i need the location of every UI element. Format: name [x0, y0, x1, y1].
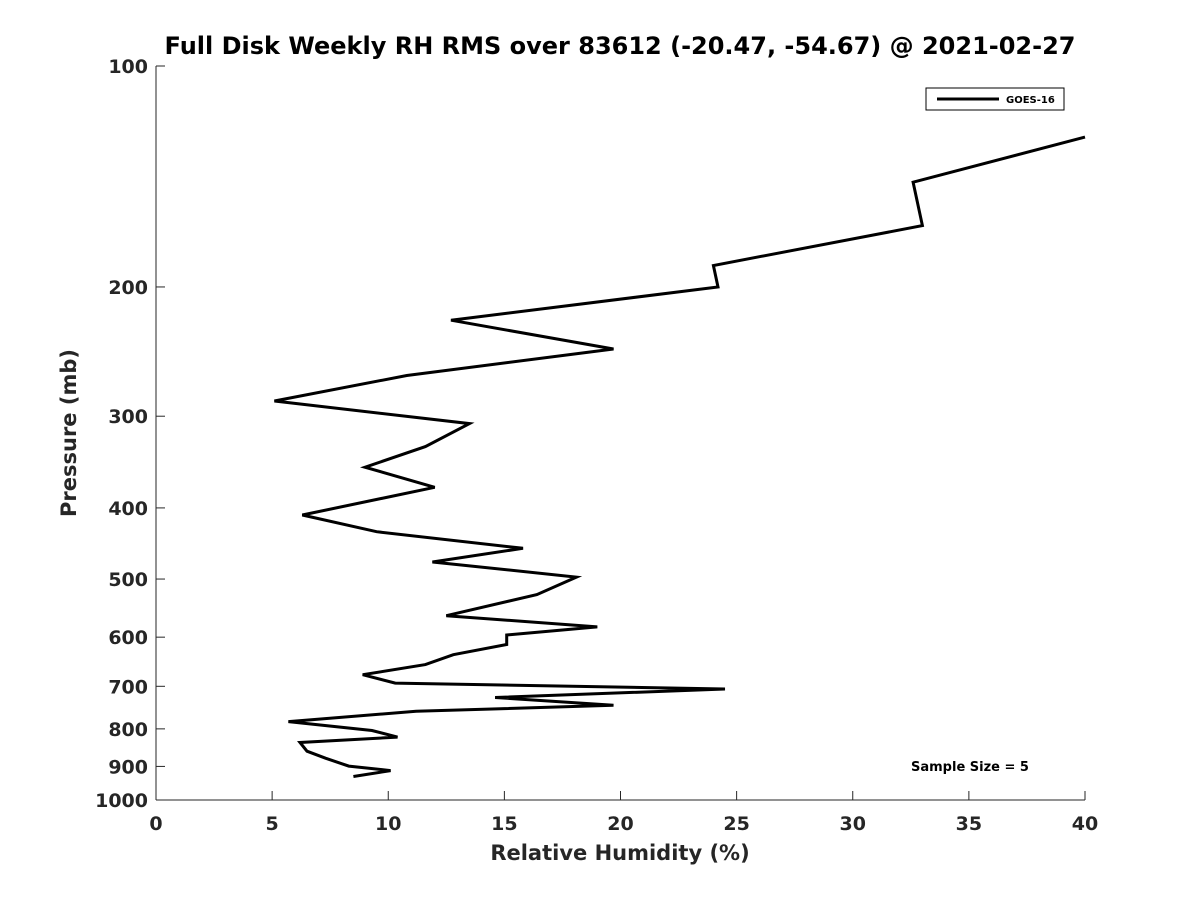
plot-area	[155, 66, 1085, 801]
y-tick-label: 400	[108, 498, 148, 520]
x-tick-label: 10	[375, 813, 401, 835]
x-tick-label: 35	[956, 813, 982, 835]
x-axis-label: Relative Humidity (%)	[490, 841, 749, 865]
legend-entry-goes-16: GOES-16	[1006, 95, 1055, 106]
x-tick-label: 30	[840, 813, 866, 835]
y-axis-label: Pressure (mb)	[57, 349, 81, 517]
y-ticks: 100 200 300 400 500 600 700 800 900 1000	[95, 56, 165, 812]
y-tick-label: 200	[108, 277, 148, 299]
chart-title: Full Disk Weekly RH RMS over 83612 (-20.…	[165, 32, 1076, 60]
y-tick-label: 500	[108, 569, 148, 591]
x-tick-label: 25	[723, 813, 749, 835]
y-tick-label: 300	[108, 406, 148, 428]
x-tick-label: 15	[491, 813, 517, 835]
y-tick-label: 800	[108, 719, 148, 741]
x-tick-label: 0	[149, 813, 162, 835]
series-line-goes-16	[274, 135, 1086, 778]
y-tick-label: 900	[108, 756, 148, 778]
legend: GOES-16	[925, 87, 1065, 111]
y-tick-label: 600	[108, 627, 148, 649]
y-tick-label: 100	[108, 56, 148, 78]
sample-size-annotation: Sample Size = 5	[911, 760, 1029, 775]
y-tick-label: 1000	[95, 790, 148, 812]
x-ticks: 0 5 10 15 20 25 30 35 40	[149, 791, 1098, 835]
x-tick-label: 40	[1072, 813, 1098, 835]
y-tick-label: 700	[108, 676, 148, 698]
x-tick-label: 5	[266, 813, 279, 835]
x-tick-label: 20	[607, 813, 633, 835]
